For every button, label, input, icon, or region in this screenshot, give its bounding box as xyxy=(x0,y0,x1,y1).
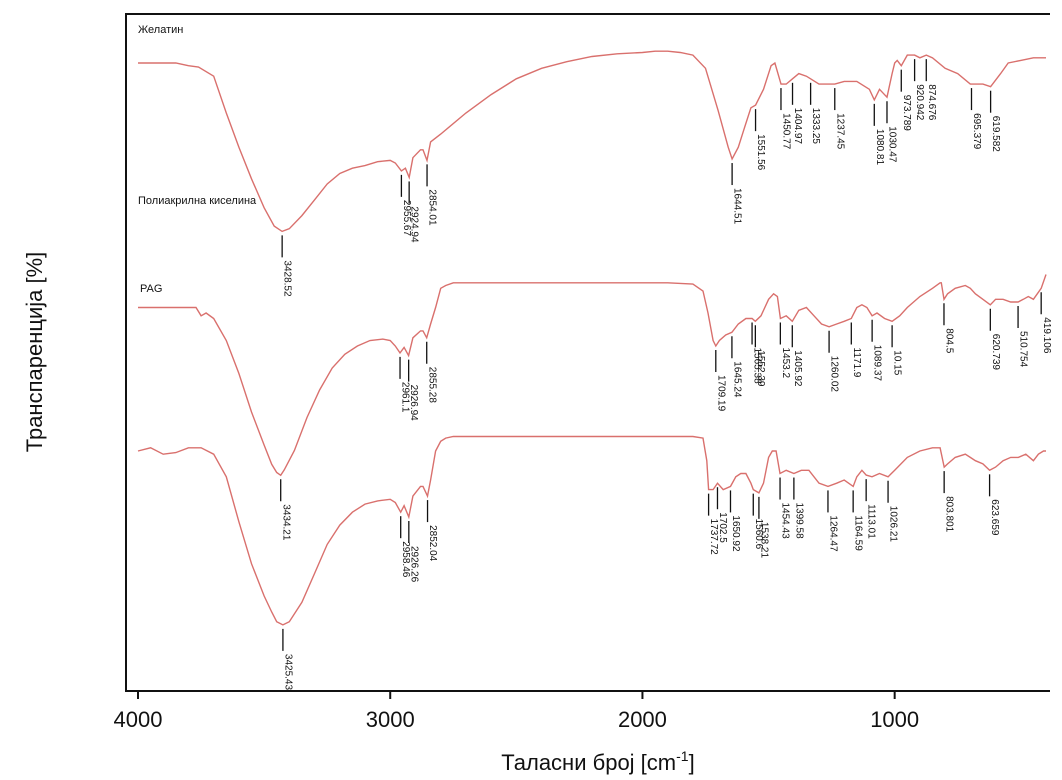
peak-label: 1405.92 xyxy=(792,350,803,387)
peak-label: 2852.04 xyxy=(427,525,438,562)
peak-label: 623.659 xyxy=(989,499,1000,536)
peak-label: 510.754 xyxy=(1018,331,1029,368)
x-axis-title: Таласни број [cm-1] xyxy=(501,748,694,775)
spectrum-line xyxy=(138,274,1047,477)
x-tick-label: 3000 xyxy=(366,707,415,732)
peak-label: 419.106 xyxy=(1041,317,1052,354)
series-name: Полиакрилна киселина xyxy=(138,195,257,207)
peak-label: 1645.24 xyxy=(731,361,742,398)
peak-label: 2855.28 xyxy=(426,367,437,404)
peak-label: 1650.92 xyxy=(730,515,741,552)
x-tick-label: 2000 xyxy=(618,707,667,732)
x-tick-label: 4000 xyxy=(114,707,163,732)
plot-frame xyxy=(125,13,1050,692)
peak-label: 874.676 xyxy=(926,84,937,121)
peak-label: 1702.5 xyxy=(717,512,728,543)
peak-label: 1399.58 xyxy=(793,503,804,540)
peak-label: 1030.47 xyxy=(886,126,897,163)
peak-label: 3434.21 xyxy=(280,504,291,541)
spectrum-line xyxy=(138,50,1046,233)
x-axis-ticks: 4000 3000 2000 1000 xyxy=(114,691,919,732)
peak-label: 619.582 xyxy=(990,116,1001,153)
peak-label: 803.801 xyxy=(944,496,955,533)
peak-label: 3428.52 xyxy=(282,260,293,297)
peak-label: 695.379 xyxy=(971,113,982,150)
peak-label: 1080.81 xyxy=(874,129,885,166)
spectrum-line xyxy=(137,435,1046,626)
peak-label: 1113.01 xyxy=(866,504,877,539)
x-axis-title-main: Таласни број [cm xyxy=(501,750,676,775)
peak-label: 2924.94 xyxy=(409,206,420,243)
peak-label: 1260.02 xyxy=(829,356,840,393)
peak-label: 10.15 xyxy=(892,350,903,375)
peak-label: 1450.77 xyxy=(781,113,792,150)
spectra xyxy=(137,50,1047,626)
plot-border xyxy=(125,13,1050,692)
peak-label: 1552.39 xyxy=(755,350,766,387)
peak-label: 1560.6 xyxy=(753,519,764,550)
peak-label: 3425.43 xyxy=(282,654,293,691)
peak-label: 1404.97 xyxy=(792,108,803,145)
peak-label: 2926.26 xyxy=(408,546,419,583)
peak-label: 1333.25 xyxy=(810,108,821,145)
peak-label: 620.739 xyxy=(990,334,1001,371)
peak-label: 2854.01 xyxy=(427,189,438,226)
peak-label: 2961.1 xyxy=(400,382,411,413)
peak-label: 804.5 xyxy=(944,328,955,353)
peak-label: 1237.45 xyxy=(834,113,845,150)
peak-label: 2955.67 xyxy=(401,200,412,237)
peak-label: 1264.47 xyxy=(827,515,838,552)
peak-label: 1454.43 xyxy=(779,503,790,540)
peak-label: 1453.2 xyxy=(780,348,791,379)
x-axis-title-sup: -1 xyxy=(676,748,689,764)
peak-label: 1644.51 xyxy=(732,188,743,225)
peak-label: 1551.56 xyxy=(755,134,766,171)
peak-label: 1565.38 xyxy=(752,348,763,385)
x-axis-title-end: ] xyxy=(689,750,695,775)
peak-label: 1089.37 xyxy=(872,345,883,382)
series-name: Желатин xyxy=(138,24,183,36)
peak-label: 1709.19 xyxy=(715,375,726,412)
x-tick-label: 1000 xyxy=(870,707,919,732)
peak-label: 920.942 xyxy=(914,84,925,121)
peak-label: 1737.72 xyxy=(708,519,719,556)
peak-label: 1164.59 xyxy=(853,515,864,551)
peak-label: 973.789 xyxy=(901,95,912,132)
series-names: Желатин Полиакрилна киселина PAG xyxy=(138,24,257,295)
series-name: PAG xyxy=(140,283,162,295)
y-axis-title: Транспаренција [%] xyxy=(22,252,47,453)
peak-label: 2926.94 xyxy=(408,385,419,422)
peak-label: 1171.9 xyxy=(851,348,862,378)
peak-label: 1538.21 xyxy=(758,522,769,559)
peak-label: 1026.21 xyxy=(888,506,899,543)
peak-label: 2958.46 xyxy=(400,541,411,578)
